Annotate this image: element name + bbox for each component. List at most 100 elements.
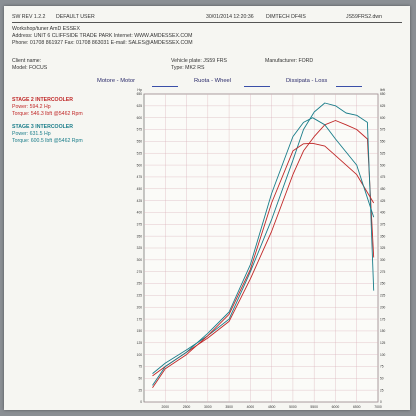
file-name: JS59FRS2.dwn — [346, 14, 383, 20]
y-axis-label-right: lbft — [380, 88, 385, 92]
y-tick-label-right: 350 — [380, 234, 386, 238]
y-tick-label-right: 75 — [380, 365, 384, 369]
series-line-2 — [152, 142, 375, 389]
y-tick-label-right: 175 — [380, 317, 386, 321]
x-tick-label: 6500 — [353, 405, 361, 409]
y-tick-label-right: 375 — [380, 223, 386, 227]
legend-wheel-line — [244, 86, 270, 87]
y-tick-label-left: 150 — [137, 329, 143, 333]
y-tick-label-left: 625 — [137, 104, 143, 108]
y-tick-label-right: 50 — [380, 377, 384, 381]
stage-3-power: Power: 631.5 Hp — [12, 131, 51, 137]
y-axis-label-left: Hp — [137, 88, 142, 92]
y-tick-label-right: 575 — [380, 128, 386, 132]
y-tick-label-left: 525 — [137, 151, 143, 155]
workshop-contacts: Phone: 01708 861927 Fax: 01708 863031 E-… — [12, 40, 193, 46]
x-tick-label: 6000 — [332, 405, 340, 409]
dyno-report-sheet: SW REV 1.2.2 DEFAULT USER 30/01/2014 12:… — [4, 6, 410, 410]
y-tick-label-right: 500 — [380, 163, 386, 167]
x-tick-label: 4500 — [268, 405, 276, 409]
y-tick-label-left: 200 — [137, 305, 143, 309]
legend-motor-label: Motore - Motor — [97, 78, 136, 84]
legend-motor-line — [152, 86, 178, 87]
software-version: SW REV 1.2.2 — [12, 14, 46, 20]
y-tick-label-left: 250 — [137, 282, 143, 286]
workshop-address: Address: UNIT 6 CLIFFSIDE TRADE PARK Int… — [12, 33, 193, 39]
y-tick-label-left: 450 — [137, 187, 143, 191]
y-tick-label-right: 450 — [380, 187, 386, 191]
y-tick-label-right: 625 — [380, 104, 386, 108]
device-name: DIMTECH DF4IS — [266, 14, 306, 20]
x-tick-label: 5500 — [310, 405, 318, 409]
y-tick-label-right: 100 — [380, 353, 386, 357]
y-tick-label-left: 600 — [137, 116, 143, 120]
header-divider — [12, 22, 402, 23]
user-label: DEFAULT USER — [56, 14, 95, 20]
x-tick-label: 4000 — [247, 405, 255, 409]
chart-axes: 2000 2500 3000 3500 4000 4500 5000 5500 6000 6500… — [137, 88, 386, 409]
y-tick-label-right: 200 — [380, 305, 386, 309]
y-tick-label-right: 425 — [380, 199, 386, 203]
y-tick-label-left: 125 — [137, 341, 143, 345]
client-name: Client name: — [12, 58, 42, 64]
y-tick-label-left: 300 — [137, 258, 143, 262]
vehicle-model: Model: FOCUS — [12, 65, 48, 71]
stage-3-title: STAGE 3 INTERCOOLER — [12, 124, 74, 130]
x-tick-label: 2500 — [183, 405, 191, 409]
y-tick-label-right: 250 — [380, 282, 386, 286]
y-tick-label-right: 525 — [380, 151, 386, 155]
y-tick-label-left: 650 — [137, 92, 143, 96]
y-tick-label-left: 225 — [137, 294, 143, 298]
workshop-name: Workshop/tuner AmD ESSEX — [12, 26, 80, 32]
y-tick-label-right: 0 — [380, 400, 382, 404]
y-tick-label-left: 25 — [138, 388, 142, 392]
stage-3-torque: Torque: 600.5 lbft @5462 Rpm — [12, 138, 83, 144]
y-tick-label-right: 125 — [380, 341, 386, 345]
y-tick-label-left: 400 — [137, 211, 143, 215]
series-line-3 — [152, 117, 375, 386]
y-tick-label-left: 550 — [137, 140, 143, 144]
y-tick-label-right: 275 — [380, 270, 386, 274]
y-tick-label-left: 275 — [137, 270, 143, 274]
report-datetime: 30/01/2014 12:20:36 — [206, 14, 254, 20]
y-tick-label-left: 425 — [137, 199, 143, 203]
chart-grid — [143, 93, 379, 403]
y-tick-label-left: 325 — [137, 246, 143, 250]
y-tick-label-left: 175 — [137, 317, 143, 321]
y-tick-label-right: 650 — [380, 92, 386, 96]
y-tick-label-right: 25 — [380, 388, 384, 392]
legend-loss-line — [336, 86, 362, 87]
y-tick-label-right: 400 — [380, 211, 386, 215]
stage-2-torque: Torque: 546.3 lbft @5462 Rpm — [12, 111, 83, 117]
x-tick-label: 3000 — [204, 405, 212, 409]
y-tick-label-left: 375 — [137, 223, 143, 227]
legend-wheel-label: Ruota - Wheel — [194, 78, 232, 84]
y-tick-label-right: 475 — [380, 175, 386, 179]
stage-2-title: STAGE 2 INTERCOOLER — [12, 97, 74, 103]
x-tick-label: 5000 — [289, 405, 297, 409]
x-tick-label: 2000 — [161, 405, 169, 409]
y-tick-label-left: 50 — [138, 377, 142, 381]
y-tick-label-left: 100 — [137, 353, 143, 357]
y-tick-label-right: 150 — [380, 329, 386, 333]
y-tick-label-left: 350 — [137, 234, 143, 238]
stage-2-power: Power: 594.2 Hp — [12, 104, 51, 110]
power-torque-chart: 2000 2500 3000 3500 4000 4500 5000 5500 6000 6500… — [137, 88, 386, 409]
x-tick-label: 7000 — [374, 405, 382, 409]
y-tick-label-left: 75 — [138, 365, 142, 369]
vehicle-manufacturer: Manufacturer: FORD — [265, 58, 314, 64]
y-tick-label-right: 225 — [380, 294, 386, 298]
y-tick-label-right: 300 — [380, 258, 386, 262]
legend-loss-label: Dissipata - Loss — [286, 78, 328, 84]
y-tick-label-right: 325 — [380, 246, 386, 250]
vehicle-plate: Vehicle plate: JS59 FRS — [171, 58, 227, 64]
y-tick-label-right: 600 — [380, 116, 386, 120]
y-tick-label-left: 475 — [137, 175, 143, 179]
chart-lines — [152, 102, 375, 389]
y-tick-label-left: 500 — [137, 163, 143, 167]
y-tick-label-left: 0 — [140, 400, 142, 404]
y-tick-label-right: 550 — [380, 140, 386, 144]
x-tick-label: 3500 — [225, 405, 233, 409]
y-tick-label-left: 575 — [137, 128, 143, 132]
vehicle-type: Type: MK2 RS — [171, 65, 205, 71]
